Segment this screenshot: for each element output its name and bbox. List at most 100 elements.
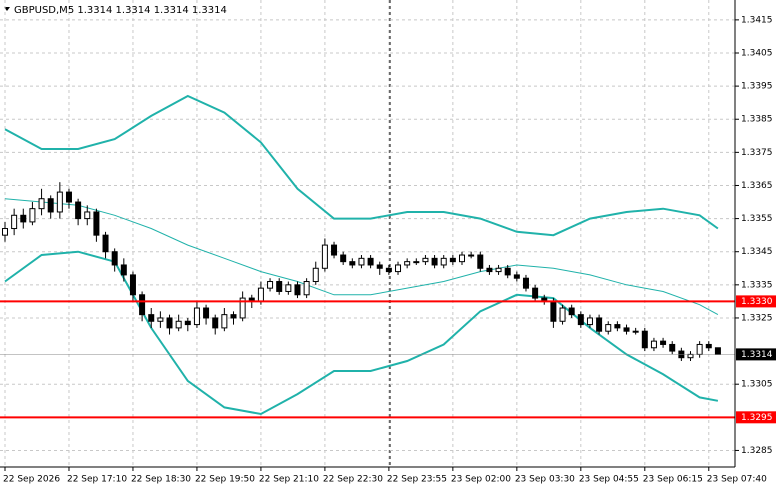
y-tick-label: 1.3385 — [741, 115, 773, 125]
candle-body — [449, 257, 456, 263]
candle-body — [148, 314, 155, 322]
candle-body — [184, 320, 191, 326]
level-label: 1.3330 — [741, 297, 773, 307]
candle-body — [29, 208, 36, 223]
candle-body — [440, 257, 447, 266]
candle-body — [641, 330, 648, 349]
candle-body — [522, 277, 529, 289]
x-tick-label: 22 Sep 17:10 — [67, 475, 127, 485]
candle-body — [267, 281, 274, 289]
candle-body — [687, 353, 694, 359]
candle-body — [605, 324, 612, 332]
x-tick-label: 23 Sep 07:40 — [707, 475, 767, 485]
candle-body — [532, 287, 539, 299]
band-line — [4, 198, 719, 316]
candle-body — [431, 257, 438, 266]
candle-body — [93, 211, 100, 236]
candle-body — [2, 228, 8, 236]
candle-body — [175, 320, 182, 329]
y-tick-label: 1.3335 — [741, 280, 773, 290]
candle-body — [559, 307, 566, 322]
x-tick-label: 22 Sep 22:30 — [323, 475, 383, 485]
candle-body — [468, 254, 475, 257]
level-label-box — [736, 411, 776, 424]
candle-body — [285, 284, 292, 292]
candle-body — [120, 264, 127, 276]
candle-body — [623, 327, 630, 332]
candle-body — [20, 214, 27, 223]
candle-body — [714, 347, 721, 355]
candle-body — [413, 261, 420, 264]
x-tick-label: 22 Sep 23:55 — [387, 475, 447, 485]
x-tick-label: 23 Sep 06:15 — [643, 475, 703, 485]
candle-body — [495, 267, 502, 273]
candle-body — [276, 281, 283, 292]
candle-body — [221, 314, 228, 329]
candle-body — [303, 281, 310, 296]
level-label-box — [736, 295, 776, 308]
candle-body — [568, 307, 575, 316]
candle-body — [349, 261, 356, 266]
x-tick-label: 22 Sep 18:30 — [131, 475, 191, 485]
y-tick-label: 1.3325 — [741, 313, 773, 323]
x-tick-label: 23 Sep 02:00 — [451, 475, 511, 485]
x-tick-label: 22 Sep 2026 — [3, 475, 60, 485]
candle-body — [596, 317, 603, 332]
y-tick-label: 1.3405 — [741, 48, 773, 58]
candle-body — [102, 234, 109, 253]
candle-body — [38, 198, 45, 210]
y-tick-label: 1.3345 — [741, 247, 773, 257]
last-price-label: 1.3314 — [741, 350, 773, 360]
y-tick-label: 1.3285 — [741, 446, 773, 456]
candle-body — [669, 343, 676, 352]
candle-body — [129, 274, 136, 296]
candle-body — [166, 317, 173, 329]
y-tick-label: 1.3305 — [741, 380, 773, 390]
candle-body — [550, 300, 557, 322]
candle-body — [321, 244, 328, 269]
candle-body — [47, 198, 54, 213]
candle-body — [193, 307, 200, 326]
candle-body — [294, 284, 301, 296]
candle-body — [312, 267, 319, 283]
x-tick-label: 22 Sep 19:50 — [195, 475, 255, 485]
candle-body — [404, 261, 411, 266]
candle-body — [56, 191, 63, 213]
candle-body — [577, 314, 584, 326]
candle-body — [586, 317, 593, 326]
candle-body — [376, 264, 383, 269]
candle-body — [650, 340, 657, 349]
band-line — [4, 250, 719, 416]
last-price-box — [736, 348, 776, 361]
chart-title: GBPUSD,M5 1.3314 1.3314 1.3314 1.3314 — [14, 5, 227, 16]
candle-body — [331, 244, 338, 256]
candle-body — [395, 264, 402, 273]
candle-body — [504, 267, 511, 276]
candle-body — [459, 254, 465, 263]
candle-body — [705, 343, 712, 349]
candle-body — [157, 317, 164, 322]
candle-body — [340, 254, 347, 263]
y-tick-label: 1.3415 — [741, 15, 773, 25]
candle-body — [11, 214, 18, 230]
candle-body — [212, 317, 219, 329]
candle-body — [385, 267, 392, 273]
x-tick-label: 22 Sep 21:10 — [259, 475, 319, 485]
candle-body — [696, 343, 703, 355]
x-tick-label: 23 Sep 04:55 — [579, 475, 639, 485]
candle-body — [422, 257, 429, 263]
y-tick-label: 1.3395 — [741, 82, 773, 92]
candle-body — [203, 307, 210, 319]
candle-body — [84, 211, 91, 220]
candle-body — [367, 257, 374, 266]
candle-body — [614, 324, 621, 329]
candle-body — [358, 257, 365, 266]
x-tick-label: 23 Sep 03:30 — [515, 475, 575, 485]
candle-body — [239, 297, 246, 319]
candle-body — [111, 251, 118, 266]
band-line — [4, 94, 719, 237]
candle-body — [139, 294, 146, 316]
